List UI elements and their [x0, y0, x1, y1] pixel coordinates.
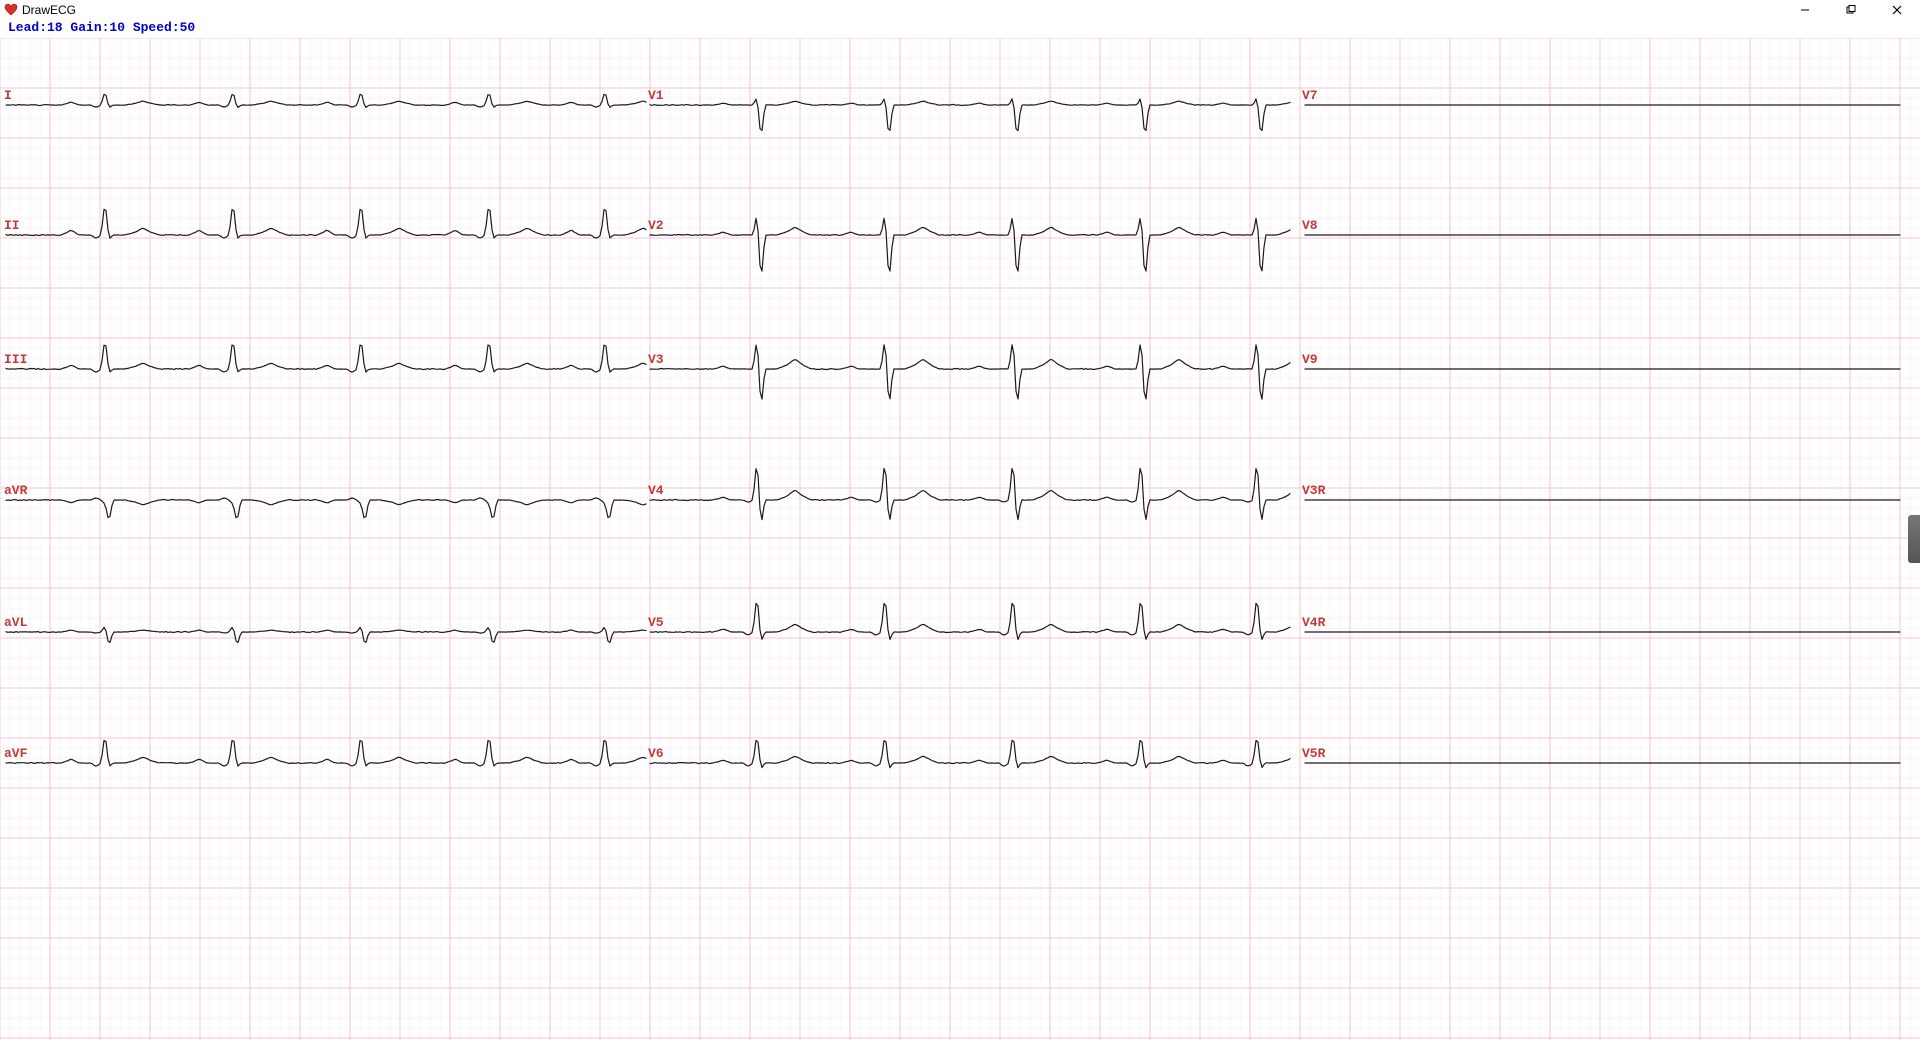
- lead-label-V5: V5: [648, 615, 664, 630]
- lead-label-V3R: V3R: [1302, 483, 1326, 498]
- minimize-button[interactable]: [1782, 0, 1828, 20]
- lead-label-V3: V3: [648, 352, 664, 367]
- ecg-settings-label: Lead:18 Gain:10 Speed:50: [0, 20, 1920, 38]
- lead-label-V6: V6: [648, 746, 664, 761]
- lead-label-aVR: aVR: [4, 483, 28, 498]
- app-icon: [4, 3, 18, 17]
- close-button[interactable]: [1874, 0, 1920, 20]
- window-title: DrawECG: [22, 3, 76, 17]
- lead-label-V7: V7: [1302, 88, 1318, 103]
- lead-label-II: II: [4, 218, 20, 233]
- lead-label-V4: V4: [648, 483, 664, 498]
- ecg-canvas: IIIIIIaVRaVLaVFV1V2V3V4V5V6V7V8V9V3RV4RV…: [0, 38, 1920, 1040]
- lead-label-V8: V8: [1302, 218, 1318, 233]
- lead-label-III: III: [4, 352, 27, 367]
- lead-label-I: I: [4, 88, 12, 103]
- lead-label-V4R: V4R: [1302, 615, 1326, 630]
- window-titlebar: DrawECG: [0, 0, 1920, 20]
- lead-label-aVL: aVL: [4, 615, 28, 630]
- lead-label-V1: V1: [648, 88, 664, 103]
- lead-label-aVF: aVF: [4, 746, 28, 761]
- maximize-button[interactable]: [1828, 0, 1874, 20]
- lead-label-V9: V9: [1302, 352, 1318, 367]
- side-grip-handle[interactable]: [1908, 515, 1920, 563]
- lead-label-V2: V2: [648, 218, 664, 233]
- lead-label-V5R: V5R: [1302, 746, 1326, 761]
